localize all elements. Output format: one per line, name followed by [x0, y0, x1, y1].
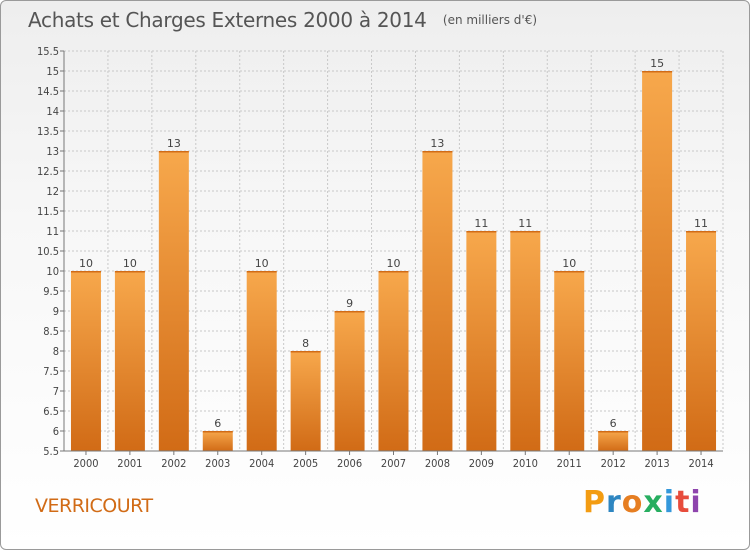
proxiti-logo: Proxiti	[583, 485, 702, 520]
data-label: 10	[123, 257, 137, 270]
x-tick-label: 2007	[381, 457, 406, 470]
x-tick-label: 2002	[161, 457, 186, 470]
y-tick-label: 9.5	[43, 285, 59, 298]
y-tick-label: 5.5	[43, 445, 59, 458]
axes: 5.566.577.588.599.51010.51111.51212.5131…	[37, 45, 723, 470]
bar	[202, 431, 233, 451]
data-label: 13	[430, 137, 444, 150]
logo-letter: i	[690, 485, 702, 520]
logo-letter: P	[583, 485, 606, 520]
data-label: 15	[650, 57, 664, 70]
y-tick-label: 8.5	[43, 325, 59, 338]
data-label: 10	[79, 257, 93, 270]
bar	[466, 231, 497, 451]
bar-top-edge	[554, 271, 585, 273]
logo-letter: x	[643, 485, 664, 520]
x-tick-label: 2012	[601, 457, 626, 470]
x-tick-label: 2009	[469, 457, 494, 470]
y-tick-label: 15	[46, 65, 59, 78]
bar	[158, 151, 189, 451]
bar	[246, 271, 277, 451]
bar	[598, 431, 629, 451]
y-tick-label: 13	[46, 145, 59, 158]
y-tick-label: 12	[46, 185, 59, 198]
data-label: 10	[387, 257, 401, 270]
bar-top-edge	[642, 71, 673, 73]
chart-title: Achats et Charges Externes 2000 à 2014 (…	[28, 8, 537, 32]
data-label: 6	[610, 417, 617, 430]
bar	[378, 271, 409, 451]
bar-top-edge	[510, 231, 541, 233]
bar	[510, 231, 541, 451]
bar	[554, 271, 585, 451]
x-tick-label: 2003	[205, 457, 230, 470]
bar-top-edge	[290, 351, 321, 353]
x-tick-label: 2004	[249, 457, 274, 470]
x-tick-label: 2014	[688, 457, 713, 470]
bar-top-edge	[246, 271, 277, 273]
data-label: 11	[694, 217, 708, 230]
bar-top-edge	[202, 431, 233, 433]
y-tick-label: 13.5	[37, 125, 59, 138]
chart-unit-text: (en milliers d'€)	[442, 13, 538, 27]
bar	[642, 71, 673, 451]
bar	[422, 151, 453, 451]
x-tick-label: 2008	[425, 457, 450, 470]
y-tick-label: 11	[46, 225, 59, 238]
chart-title-text: Achats et Charges Externes 2000 à 2014	[28, 8, 427, 32]
bar-top-edge	[158, 151, 189, 153]
logo-letter: t	[675, 485, 691, 520]
data-label: 11	[518, 217, 532, 230]
y-tick-label: 14	[46, 105, 59, 118]
y-tick-label: 15.5	[37, 45, 59, 58]
bar-top-edge	[70, 271, 101, 273]
bars: 10 10 13 6 10 8 9 10 13 11 11 10 6 15 11	[70, 57, 717, 451]
x-tick-label: 2005	[293, 457, 318, 470]
data-label: 8	[302, 337, 309, 350]
y-tick-label: 8	[53, 345, 59, 358]
bar-top-edge	[114, 271, 145, 273]
bar	[114, 271, 145, 451]
y-tick-label: 7.5	[43, 365, 59, 378]
bar-top-edge	[334, 311, 365, 313]
y-tick-label: 7	[53, 385, 59, 398]
bar-top-edge	[686, 231, 717, 233]
x-tick-label: 2010	[513, 457, 538, 470]
x-tick-label: 2006	[337, 457, 362, 470]
y-tick-label: 6	[53, 425, 59, 438]
y-tick-label: 14.5	[37, 85, 59, 98]
y-tick-label: 10.5	[37, 245, 59, 258]
bar	[290, 351, 321, 451]
y-tick-label: 6.5	[43, 405, 59, 418]
data-label: 9	[346, 297, 353, 310]
commune-name: VERRICOURT	[35, 495, 153, 517]
bar	[70, 271, 101, 451]
x-tick-label: 2001	[117, 457, 142, 470]
data-label: 11	[474, 217, 488, 230]
logo-letter: o	[621, 485, 644, 520]
data-label: 6	[214, 417, 221, 430]
bar	[334, 311, 365, 451]
bar-top-edge	[378, 271, 409, 273]
y-tick-label: 10	[46, 265, 59, 278]
data-label: 10	[562, 257, 576, 270]
x-tick-label: 2011	[557, 457, 582, 470]
y-tick-label: 12.5	[37, 165, 59, 178]
x-tick-label: 2013	[645, 457, 670, 470]
data-label: 13	[167, 137, 181, 150]
bar-top-edge	[422, 151, 453, 153]
y-tick-label: 9	[53, 305, 59, 318]
x-tick-label: 2000	[73, 457, 98, 470]
bar	[686, 231, 717, 451]
logo-letter: i	[663, 485, 676, 520]
data-label: 10	[255, 257, 269, 270]
logo-letter: r	[606, 485, 622, 520]
y-tick-label: 11.5	[37, 205, 59, 218]
bar-top-edge	[466, 231, 497, 233]
bar-top-edge	[598, 431, 629, 433]
